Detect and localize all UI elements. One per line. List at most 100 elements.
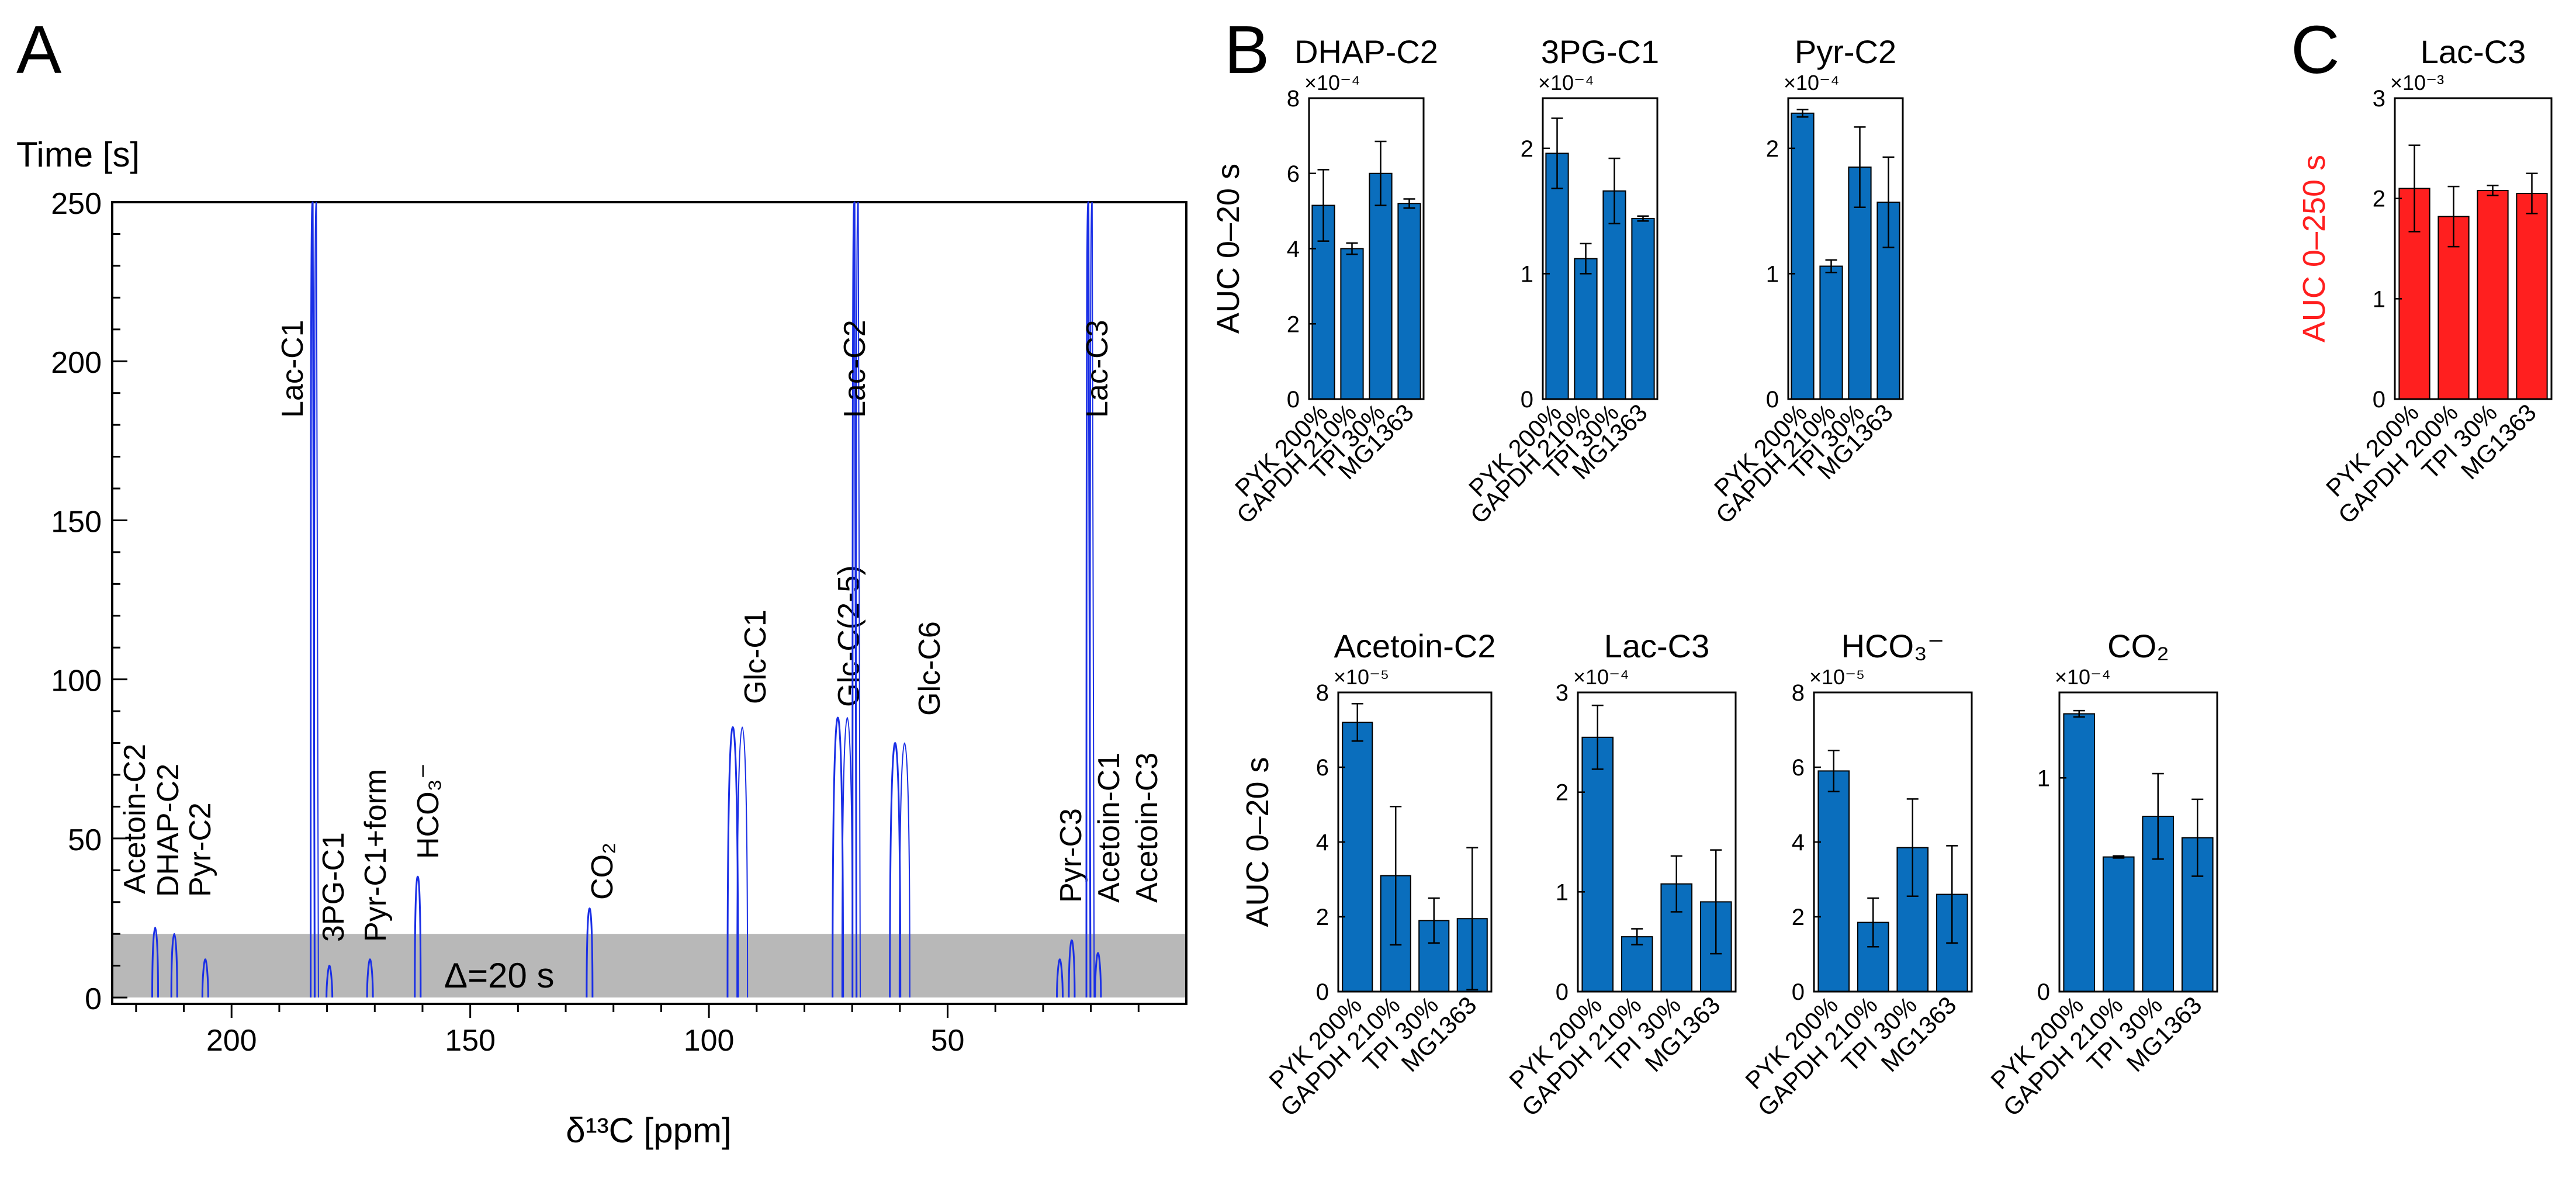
bar	[1397, 203, 1421, 400]
y-tick-label: 1	[1766, 261, 1779, 287]
x-axis-label: δ¹³C [ppm]	[566, 1111, 731, 1150]
peak-label: Lac-C2	[838, 320, 872, 418]
y-axis-label: AUC 0–20 s	[1240, 757, 1275, 927]
bar	[1817, 770, 1850, 993]
y-tick-label: 3	[1556, 680, 1569, 706]
bar	[2102, 856, 2135, 992]
x-tick-label: 50	[931, 1024, 965, 1058]
y-tick-label: 2	[1766, 136, 1779, 162]
spectrum-peak	[832, 716, 844, 998]
bar	[1581, 736, 1614, 993]
y-tick-label: 1	[2373, 286, 2385, 312]
chart-title: CO₂	[2107, 628, 2169, 664]
chart-frame	[1542, 97, 1659, 400]
chart-title: DHAP-C2	[1294, 33, 1438, 70]
peak-label: CO₂	[586, 843, 619, 900]
bar	[1819, 265, 1843, 400]
panel-letter-b: B	[1224, 12, 1269, 88]
y-tick-label: 0	[1316, 979, 1329, 1005]
spectrum-peak	[726, 726, 739, 998]
y-tick-label: 2	[1792, 905, 1805, 930]
axis-multiplier: ×10⁻⁵	[1809, 665, 1865, 689]
spectrum-peak	[889, 742, 902, 998]
y-tick-label: 100	[51, 664, 102, 698]
y-tick-label: 0	[1521, 387, 1533, 413]
plot-frame	[111, 201, 1187, 1005]
bar	[1545, 153, 1569, 400]
spectrum-peak	[151, 926, 160, 998]
y-tick-label: 8	[1316, 680, 1329, 706]
y-tick-label: 6	[1792, 755, 1805, 781]
band-label: Δ=20 s	[444, 956, 555, 995]
y-axis-label: AUC 0–20 s	[1211, 164, 1246, 334]
peak-label: Pyr-C2	[183, 802, 217, 897]
peak-label: Acetoin-C1	[1092, 753, 1126, 903]
chart-title: Lac-C3	[1604, 628, 1710, 664]
peak-label: Acetoin-C2	[118, 744, 152, 894]
spectrum-peak	[414, 875, 422, 998]
y-tick-label: 250	[51, 187, 102, 221]
y-tick-label: 0	[2037, 979, 2050, 1005]
peak-label: HCO₃⁻	[411, 763, 445, 859]
axis-multiplier: ×10⁻⁴	[1304, 71, 1360, 95]
spectrum-peak	[326, 965, 334, 998]
peak-label: Glc-C(2-5)	[832, 565, 866, 707]
spectrum-peak-contour	[898, 742, 910, 998]
y-tick-label: 2	[1287, 311, 1300, 337]
axis-multiplier: ×10⁻⁵	[1334, 665, 1389, 689]
peak-label: Lac-C3	[1081, 320, 1114, 418]
chart-frame	[1787, 97, 1904, 400]
bar	[1574, 258, 1598, 400]
bar	[2477, 189, 2509, 400]
axis-multiplier: ×10⁻⁴	[1573, 665, 1629, 689]
peak-label: Acetoin-C3	[1130, 753, 1164, 903]
y-tick-label: 3	[2373, 86, 2385, 112]
y-tick-label: 8	[1287, 86, 1300, 112]
peak-label: Lac-C1	[276, 320, 310, 418]
y-tick-label: 2	[1521, 136, 1533, 162]
bar	[1369, 172, 1393, 400]
x-tick-label: 150	[445, 1024, 496, 1058]
y-tick-label: 0	[1556, 979, 1569, 1005]
axis-multiplier: ×10⁻⁴	[1784, 71, 1840, 95]
y-axis-label: Time [s]	[16, 135, 140, 174]
spectrum-peak	[170, 933, 178, 998]
y-tick-label: 0	[85, 982, 102, 1016]
y-tick-label: 4	[1316, 830, 1329, 855]
bar	[1791, 112, 1815, 400]
chart-title: Pyr-C2	[1795, 33, 1896, 70]
bar	[1602, 190, 1626, 400]
y-tick-label: 2	[1556, 780, 1569, 806]
y-axis-label: AUC 0–250 s	[2297, 155, 2332, 342]
y-tick-label: 0	[1766, 387, 1779, 413]
spectrum-peak	[1094, 952, 1102, 998]
y-tick-label: 0	[1287, 387, 1300, 413]
y-tick-label: 200	[51, 346, 102, 380]
y-tick-label: 0	[1792, 979, 1805, 1005]
peak-label: Glc-C6	[913, 621, 947, 716]
chart-title: HCO₃⁻	[1841, 628, 1945, 664]
bar	[2063, 713, 2096, 992]
y-tick-label: 4	[1287, 237, 1300, 262]
panel-letter-c: C	[2291, 12, 2340, 88]
chart-frame	[1577, 691, 1737, 993]
spectrum-peak	[201, 958, 209, 998]
axis-multiplier: ×10⁻³	[2390, 71, 2444, 95]
peak-label: Pyr-C3	[1054, 808, 1088, 903]
peak-label: 3PG-C1	[317, 832, 351, 942]
y-tick-label: 8	[1792, 680, 1805, 706]
x-tick-label: 100	[684, 1024, 735, 1058]
bar	[1340, 248, 1364, 400]
chart-title: 3PG-C1	[1541, 33, 1659, 70]
spectrum-peak-contour	[841, 716, 853, 998]
spectrum-chart: Δ=20 s 0 50 100 150 200 250 200 150 100 50 Time [s]…	[16, 135, 1187, 1150]
y-tick-label: 1	[2037, 765, 2050, 791]
